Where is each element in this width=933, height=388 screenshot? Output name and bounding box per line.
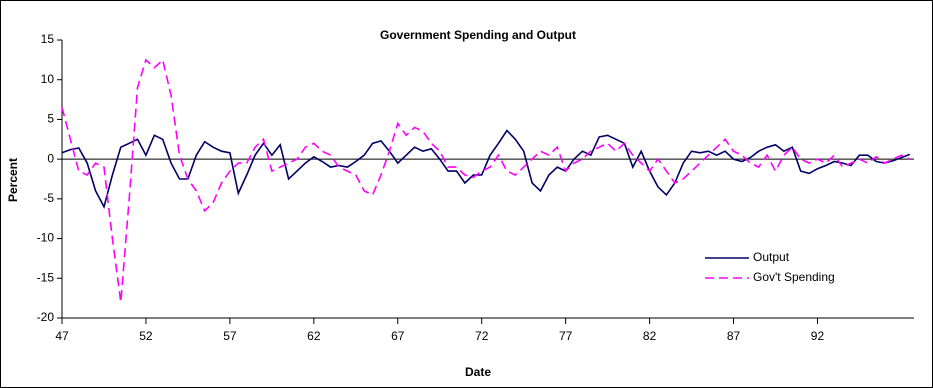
y-tick-label: -5	[43, 191, 54, 205]
y-tick-label: -10	[37, 231, 55, 245]
x-tick-label: 87	[727, 329, 741, 343]
series-line	[61, 58, 911, 303]
x-tick-label: 77	[559, 329, 573, 343]
y-tick-label: -15	[37, 270, 55, 284]
legend-label: Output	[753, 250, 790, 264]
y-axis-label: Percent	[6, 158, 20, 202]
y-tick-label: 5	[47, 112, 54, 126]
x-tick-label: 57	[223, 329, 237, 343]
x-tick-label: 52	[139, 329, 153, 343]
x-tick-label: 82	[643, 329, 657, 343]
legend-label: Gov't Spending	[753, 270, 835, 284]
x-tick-label: 62	[307, 329, 321, 343]
x-tick-label: 47	[55, 329, 69, 343]
y-tick-label: 0	[47, 151, 54, 165]
y-tick-label: 10	[41, 72, 55, 86]
x-tick-label: 67	[391, 329, 405, 343]
y-tick-label: 15	[41, 32, 55, 46]
y-tick-label: -20	[37, 310, 55, 324]
x-axis-label: Date	[465, 365, 491, 379]
x-tick-label: 72	[475, 329, 489, 343]
chart-title: Government Spending and Output	[380, 28, 576, 42]
series-line	[61, 129, 911, 209]
x-tick-label: 92	[811, 329, 825, 343]
